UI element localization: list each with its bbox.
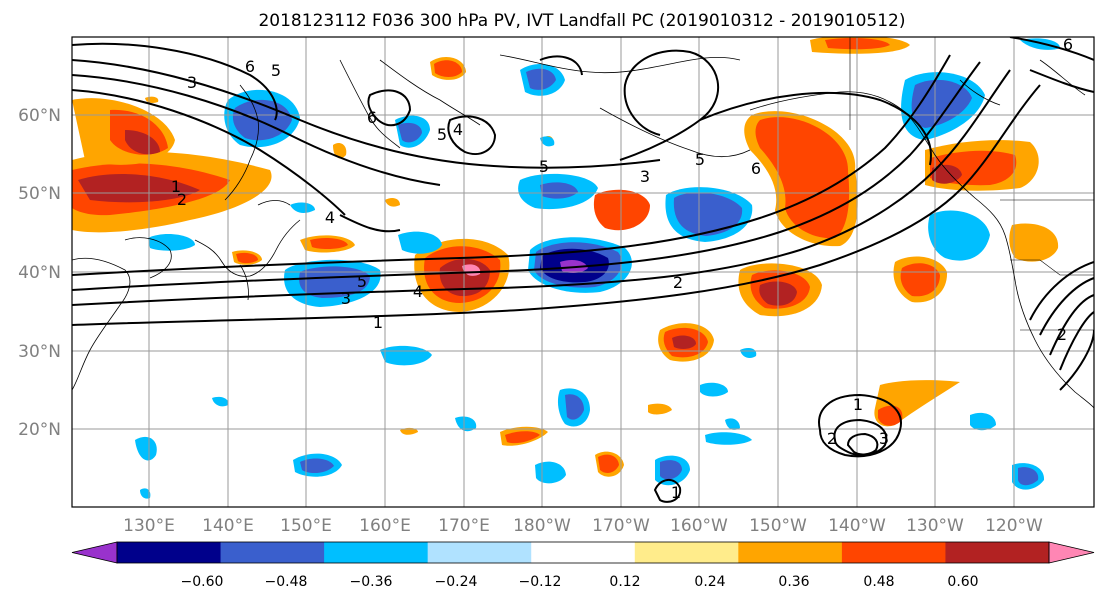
colorbar-tick-label: −0.12 — [519, 574, 562, 590]
contour-label: 1 — [853, 395, 863, 414]
contour-label: 3 — [187, 73, 197, 92]
colorbar-tick-label: 0.36 — [778, 574, 809, 590]
lat-label: 20°N — [18, 420, 61, 440]
colorbar-cell — [531, 542, 636, 563]
colorbar-cell — [427, 542, 532, 563]
contour-label: 3 — [879, 429, 889, 448]
map-frame — [71, 36, 1095, 508]
contour-label: 6 — [245, 57, 255, 76]
lon-label: 140°E — [202, 516, 254, 536]
colorbar-frame — [116, 541, 1050, 564]
colorbar-tick-labels: −0.60 −0.48 −0.36 −0.24 −0.12 0.12 0.24 … — [181, 574, 979, 590]
contour-label: 2 — [177, 190, 187, 209]
lon-label: 130°W — [906, 516, 964, 536]
political-borders — [849, 37, 1094, 331]
contour-label: 2 — [827, 429, 837, 448]
latitude-labels: 60°N 50°N 40°N 30°N 20°N — [18, 106, 61, 440]
colorbar-cell — [220, 542, 325, 563]
colorbar-cell — [945, 542, 1050, 563]
colorbar-tick-label: −0.36 — [350, 574, 393, 590]
coastlines — [72, 54, 1094, 409]
lon-label: 140°W — [828, 516, 886, 536]
lon-label: 170°W — [592, 516, 650, 536]
figure-title: 2018123112 F036 300 hPa PV, IVT Landfall… — [258, 11, 905, 31]
colorbar-tick-label: 0.12 — [609, 574, 640, 590]
lon-label: 170°E — [438, 516, 490, 536]
contour-label: 1 — [671, 483, 681, 502]
contour-label: 5 — [437, 125, 447, 144]
lon-label: 160°E — [359, 516, 411, 536]
colorbar-tick-label: 0.24 — [694, 574, 725, 590]
lat-label: 60°N — [18, 106, 61, 126]
lon-label: 150°W — [749, 516, 807, 536]
colorbar-cells — [71, 541, 1095, 564]
colorbar-tick-label: −0.24 — [435, 574, 478, 590]
colorbar-cell — [324, 542, 429, 563]
lat-label: 50°N — [18, 184, 61, 204]
contour-label: 1 — [171, 177, 181, 196]
lon-label: 180°W — [513, 516, 571, 536]
contour-label: 5 — [539, 157, 549, 176]
lat-label: 40°N — [18, 263, 61, 283]
contour-label: 5 — [357, 272, 367, 291]
contour-label: 4 — [413, 282, 423, 301]
lon-label: 130°E — [123, 516, 175, 536]
contour-label: 5 — [695, 150, 705, 169]
contour-label: 4 — [325, 208, 335, 227]
colorbar-extend-min — [71, 541, 118, 564]
contour-label: 3 — [640, 167, 650, 186]
contour-label: 6 — [751, 159, 761, 178]
contour-label: 6 — [367, 108, 377, 127]
colorbar-cell — [117, 542, 222, 563]
colorbar-tick-label: 0.60 — [947, 574, 978, 590]
colorbar-extend-max — [1048, 541, 1095, 564]
map-panel: 1 2 3 4 5 6 5 4 3 2 1 3 5 6 1 2 3 1 5 6 — [71, 35, 1095, 508]
contour-label: 6 — [1063, 35, 1073, 54]
longitude-labels: 130°E 140°E 150°E 160°E 170°E 180°W 170°… — [123, 516, 1043, 536]
contour-label: 2 — [673, 273, 683, 292]
contour-label: 1 — [373, 313, 383, 332]
lat-label: 30°N — [18, 342, 61, 362]
contour-label: 4 — [453, 120, 463, 139]
negative-pv-region — [135, 38, 1060, 499]
contour-label: 5 — [271, 61, 281, 80]
contour-label: 3 — [341, 289, 351, 308]
contour-label: 2 — [1057, 325, 1067, 344]
colorbar-cell — [738, 542, 843, 563]
colorbar-cell — [841, 542, 946, 563]
lon-label: 160°W — [670, 516, 728, 536]
colorbar: −0.60 −0.48 −0.36 −0.24 −0.12 0.12 0.24 … — [71, 541, 1095, 590]
map-gridlines — [72, 37, 1094, 507]
lon-label: 150°E — [280, 516, 332, 536]
colorbar-tick-label: 0.48 — [863, 574, 894, 590]
ivt-contours — [72, 37, 1094, 503]
colorbar-cell — [634, 542, 739, 563]
contour-labels: 1 2 3 4 5 6 5 4 3 2 1 3 5 6 1 2 3 1 5 6 — [171, 35, 1073, 502]
colorbar-tick-label: −0.48 — [265, 574, 308, 590]
colorbar-tick-label: −0.60 — [181, 574, 224, 590]
lon-label: 120°W — [985, 516, 1043, 536]
